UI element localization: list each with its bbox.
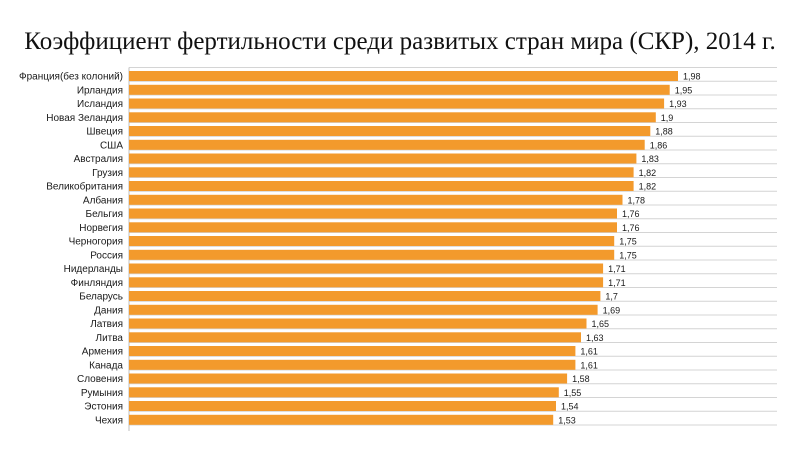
bar bbox=[129, 318, 587, 329]
bar bbox=[129, 208, 617, 219]
value-label: 1,98 bbox=[683, 72, 701, 82]
category-label: Словения bbox=[77, 374, 123, 385]
bar bbox=[129, 263, 604, 274]
bar bbox=[129, 346, 576, 356]
category-label: США bbox=[100, 140, 123, 151]
bar bbox=[129, 71, 678, 81]
value-label: 1,93 bbox=[669, 99, 687, 109]
category-label: Дания bbox=[94, 305, 123, 316]
value-label: 1,63 bbox=[586, 333, 604, 343]
bar bbox=[129, 414, 554, 425]
category-label: Беларусь bbox=[79, 292, 123, 303]
bar bbox=[129, 126, 651, 136]
bar bbox=[129, 194, 623, 205]
value-label: 1,61 bbox=[580, 347, 598, 357]
category-label: Нидерланды bbox=[64, 264, 123, 275]
category-labels-group: Франция(без колоний) Ирландия Исландия Нова… bbox=[19, 71, 123, 427]
category-label: Великобритания bbox=[46, 181, 123, 193]
value-label: 1,75 bbox=[619, 250, 637, 260]
bar bbox=[129, 387, 559, 398]
bar bbox=[129, 332, 581, 343]
value-label: 1,71 bbox=[608, 264, 626, 274]
bar bbox=[129, 359, 576, 370]
bar bbox=[129, 139, 645, 150]
value-label: 1,75 bbox=[619, 237, 637, 247]
value-label: 1,58 bbox=[572, 374, 590, 384]
category-label: Финляндия bbox=[71, 278, 123, 289]
category-label: Новая Зеландия bbox=[46, 113, 123, 124]
value-label: 1,88 bbox=[655, 127, 673, 137]
category-label: Армения bbox=[82, 347, 123, 358]
category-label: Бельгия bbox=[86, 209, 124, 220]
value-label: 1,78 bbox=[628, 195, 646, 205]
bar bbox=[129, 291, 601, 301]
bar bbox=[129, 98, 665, 109]
category-label: Чехия bbox=[95, 415, 123, 426]
bars-group bbox=[129, 71, 678, 425]
value-label: 1,71 bbox=[608, 278, 626, 288]
category-label: Черногория bbox=[69, 237, 123, 248]
category-label: Канада bbox=[89, 360, 123, 371]
bar bbox=[129, 84, 670, 95]
bar bbox=[129, 236, 615, 246]
bar bbox=[129, 249, 615, 260]
category-label: Исландия bbox=[77, 99, 123, 110]
value-label: 1,61 bbox=[580, 360, 598, 370]
bar bbox=[129, 277, 604, 288]
category-label: Латвия bbox=[90, 319, 123, 330]
bar bbox=[129, 181, 634, 191]
value-label: 1,95 bbox=[675, 85, 693, 95]
gridlines bbox=[129, 67, 777, 426]
value-label: 1,54 bbox=[561, 402, 579, 412]
bar bbox=[129, 222, 617, 233]
bar bbox=[129, 112, 656, 123]
category-label: Россия bbox=[90, 250, 123, 261]
category-label: Румыния bbox=[81, 388, 123, 399]
category-label: Эстония bbox=[84, 402, 123, 413]
category-label: Ирландия bbox=[77, 85, 123, 96]
category-label: Норвегия bbox=[79, 223, 123, 234]
value-label: 1,55 bbox=[564, 388, 582, 398]
bar bbox=[129, 304, 598, 315]
bar bbox=[129, 401, 556, 411]
value-label: 1,65 bbox=[592, 319, 610, 329]
value-label: 1,83 bbox=[641, 154, 659, 164]
value-label: 1,9 bbox=[661, 113, 674, 123]
value-label: 1,53 bbox=[558, 415, 576, 425]
bar bbox=[129, 167, 634, 178]
value-label: 1,76 bbox=[622, 223, 640, 233]
chart-title: Коэффициент фертильности среди развитых … bbox=[24, 28, 776, 55]
value-label: 1,76 bbox=[622, 209, 640, 219]
value-label: 1,86 bbox=[650, 140, 668, 150]
bar bbox=[129, 153, 637, 164]
category-label: Грузия bbox=[92, 168, 123, 179]
category-label: Швеция bbox=[86, 127, 123, 138]
category-label: Франция(без колоний) bbox=[19, 71, 123, 83]
value-labels-group: 1,98 1,95 1,93 1,9 1,88 1,86 1,83 1,82 1,82 1,78 1… bbox=[558, 72, 700, 426]
value-label: 1,82 bbox=[639, 168, 657, 178]
value-label: 1,69 bbox=[603, 305, 621, 315]
bar bbox=[129, 373, 568, 384]
category-label: Австралия bbox=[74, 154, 123, 165]
value-label: 1,7 bbox=[605, 292, 618, 302]
category-label: Албания bbox=[83, 194, 123, 206]
value-label: 1,82 bbox=[639, 182, 657, 192]
category-label: Литва bbox=[96, 333, 124, 344]
